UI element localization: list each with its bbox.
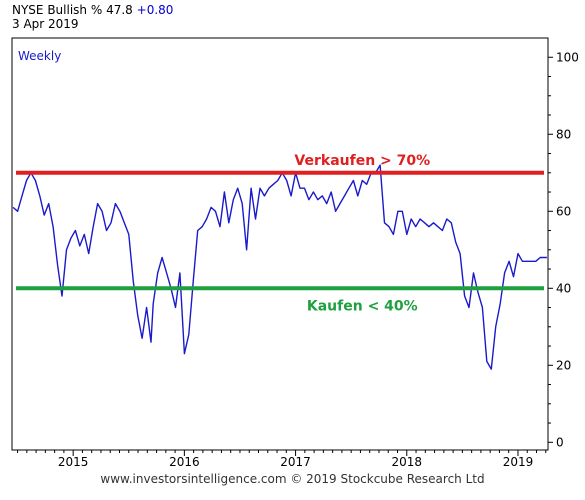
y-tick-label: 80 [556, 127, 571, 141]
chart-svg: Weekly 0 20 40 60 80 100 2015 2016 2017 2018 2019… [11, 37, 579, 469]
y-tick-label: 60 [556, 204, 571, 218]
y-axis: 0 20 40 60 80 100 [548, 50, 579, 449]
series-line [12, 164, 547, 370]
y-tick-label: 20 [556, 358, 571, 372]
current-value: 47.8 [106, 3, 133, 17]
reference-lines: Verkaufen > 70% Kaufen < 40% [16, 153, 544, 314]
symbol-label: NYSE Bullish [12, 3, 88, 17]
x-tick-label: 2018 [391, 455, 422, 469]
footer-credit: www.investorsintelligence.com © 2019 Sto… [100, 472, 485, 486]
series-layer [12, 164, 547, 370]
y-tick-label: 0 [556, 435, 564, 449]
reference-label: Kaufen < 40% [307, 298, 418, 314]
chart-header: NYSE Bullish % 47.8 +0.80 3 Apr 2019 [12, 3, 173, 31]
reference-label: Verkaufen > 70% [294, 153, 430, 169]
y-tick-label: 40 [556, 281, 571, 295]
x-tick-label: 2017 [280, 455, 311, 469]
x-axis: 2015 2016 2017 2018 2019 [17, 450, 547, 469]
header-title-row: NYSE Bullish % 47.8 +0.80 [12, 3, 173, 17]
x-tick-label: 2015 [58, 455, 89, 469]
x-tick-label: 2016 [169, 455, 200, 469]
percent-label: % [90, 3, 103, 17]
frequency-label: Weekly [18, 49, 61, 63]
value-change: +0.80 [136, 3, 174, 17]
y-tick-label: 100 [556, 50, 579, 64]
chart-date: 3 Apr 2019 [12, 17, 79, 31]
x-tick-label: 2019 [503, 455, 534, 469]
plot-frame [11, 37, 549, 451]
